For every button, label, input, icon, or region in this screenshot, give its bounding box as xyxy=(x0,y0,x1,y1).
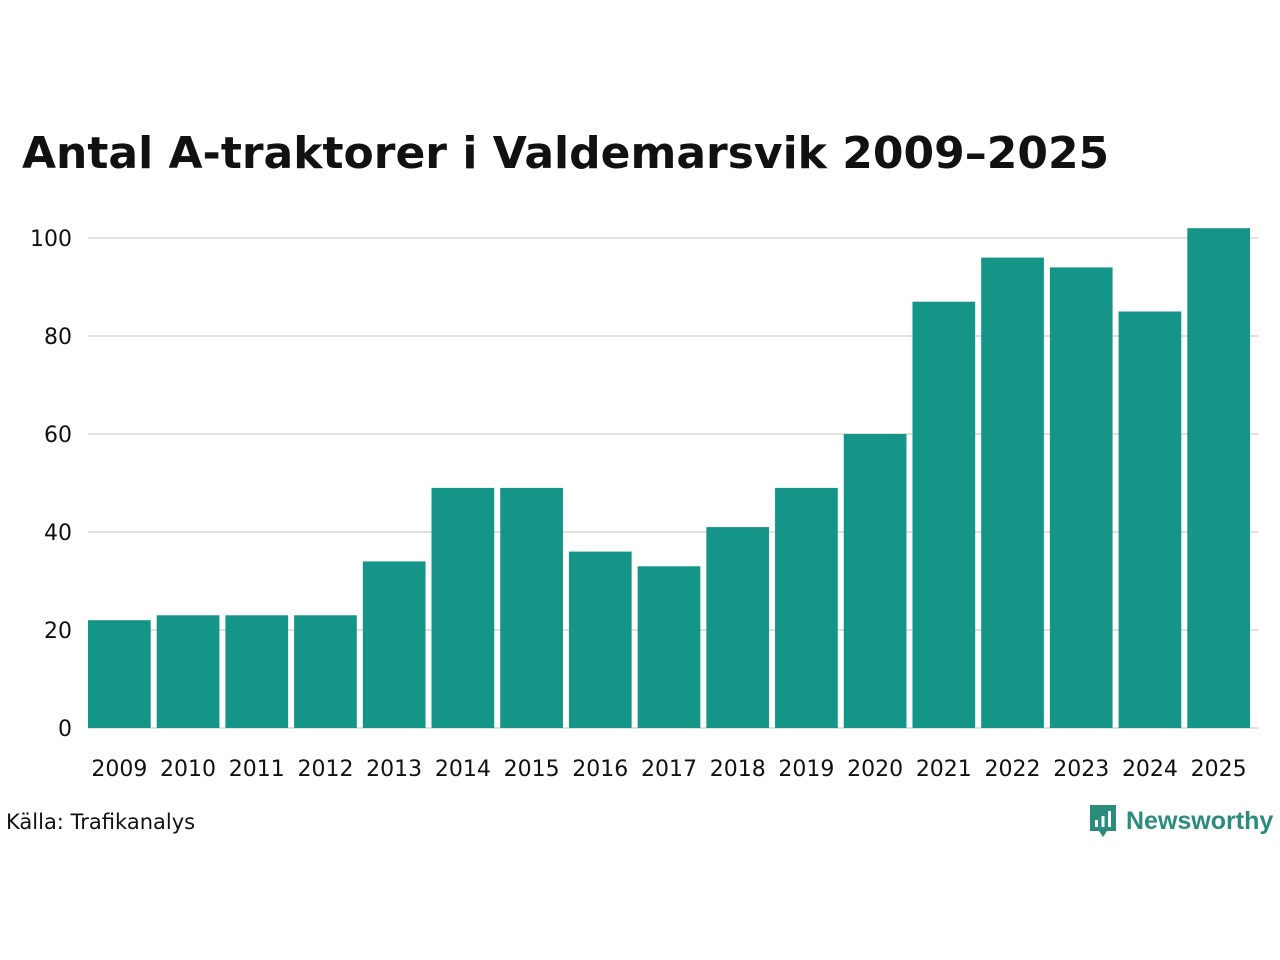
bar xyxy=(1049,267,1113,728)
x-tick-label: 2020 xyxy=(847,757,903,782)
x-tick-label: 2009 xyxy=(91,757,147,782)
x-tick-label: 2015 xyxy=(504,757,560,782)
brand-name: Newsworthy xyxy=(1126,807,1274,835)
bar xyxy=(843,434,907,728)
bar xyxy=(156,615,220,728)
x-tick-label: 2016 xyxy=(572,757,628,782)
bar xyxy=(431,487,495,728)
x-tick-label: 2021 xyxy=(916,757,972,782)
y-tick-label: 0 xyxy=(58,717,72,742)
bar xyxy=(1118,311,1182,728)
x-tick-label: 2014 xyxy=(435,757,491,782)
bar xyxy=(912,301,976,728)
x-tick-label: 2010 xyxy=(160,757,216,782)
bar xyxy=(294,615,357,728)
y-tick-label: 60 xyxy=(44,423,72,448)
x-tick-label: 2011 xyxy=(229,757,285,782)
y-tick-label: 20 xyxy=(44,619,72,644)
x-tick-label: 2012 xyxy=(297,757,353,782)
x-tick-label: 2013 xyxy=(366,757,422,782)
x-tick-label: 2019 xyxy=(778,757,834,782)
x-tick-label: 2017 xyxy=(641,757,697,782)
y-tick-label: 80 xyxy=(44,325,72,350)
bar xyxy=(362,561,426,728)
y-tick-label: 100 xyxy=(30,227,72,252)
bar xyxy=(568,551,632,728)
chart-title: Antal A-traktorer i Valdemarsvik 2009–20… xyxy=(22,128,1110,179)
bar xyxy=(637,566,701,728)
x-tick-label: 2024 xyxy=(1122,757,1178,782)
bar xyxy=(500,487,563,728)
bar xyxy=(225,615,289,728)
y-tick-label: 40 xyxy=(44,521,72,546)
x-tick-label: 2018 xyxy=(710,757,766,782)
bar xyxy=(706,527,770,728)
bar xyxy=(981,257,1044,728)
bar xyxy=(775,487,838,728)
x-tick-label: 2023 xyxy=(1053,757,1109,782)
x-tick-label: 2022 xyxy=(985,757,1041,782)
source-note: Källa: Trafikanalys xyxy=(6,810,196,834)
brand-logo[interactable]: Newsworthy xyxy=(1088,803,1273,840)
bar xyxy=(1187,228,1250,728)
x-tick-label: 2025 xyxy=(1191,757,1247,782)
bar xyxy=(88,620,151,728)
newsworthy-logo-icon xyxy=(1090,805,1116,837)
